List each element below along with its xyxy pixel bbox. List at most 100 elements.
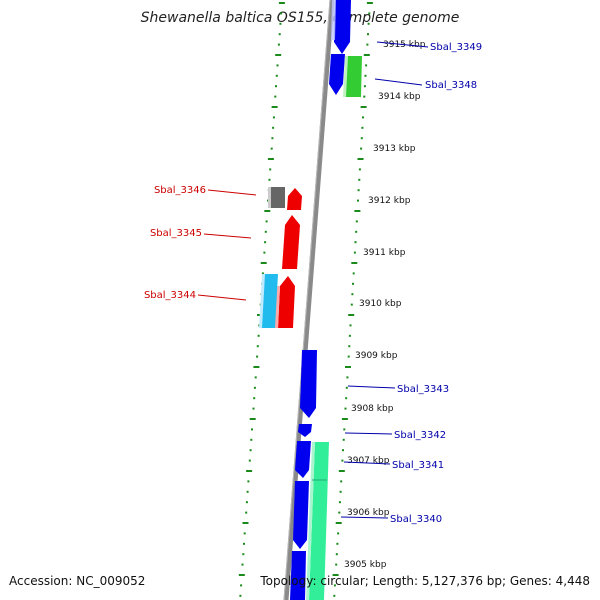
minor-tick: [351, 293, 354, 296]
gene-arrow[interactable]: [300, 350, 317, 418]
minor-tick: [254, 376, 257, 379]
gene-label-sbal-3343[interactable]: Sbal_3343: [397, 384, 449, 395]
minor-tick: [353, 251, 356, 254]
minor-tick: [336, 542, 339, 545]
major-tick: [275, 54, 282, 56]
minor-tick: [270, 147, 273, 150]
gene-label-sbal-3346[interactable]: Sbal_3346: [154, 185, 206, 196]
gene-label-sbal-3348[interactable]: Sbal_3348: [425, 80, 477, 91]
minor-tick: [252, 407, 255, 410]
minor-tick: [341, 459, 344, 462]
minor-tick: [275, 85, 277, 88]
minor-tick: [243, 542, 245, 545]
scale-label-3908: 3908 kbp: [351, 404, 394, 414]
minor-tick: [352, 282, 354, 285]
minor-tick: [360, 147, 363, 150]
scale-label-3910: 3910 kbp: [359, 299, 402, 309]
gene-arrow[interactable]: [329, 54, 345, 95]
genome-backbone: [283, 0, 335, 600]
right-tick-track: [332, 2, 373, 597]
gene-block[interactable]: [343, 56, 348, 97]
minor-tick: [342, 449, 344, 452]
minor-tick: [261, 272, 264, 275]
minor-tick: [343, 428, 346, 431]
major-tick: [246, 470, 253, 472]
gene-arrow[interactable]: [290, 551, 306, 600]
gene-block[interactable]: [270, 187, 285, 208]
minor-tick: [363, 85, 366, 88]
minor-tick: [338, 501, 341, 504]
minor-tick: [345, 386, 348, 389]
minor-tick: [248, 459, 251, 462]
major-tick: [363, 54, 370, 56]
minor-tick: [264, 230, 267, 233]
gene-block[interactable]: [345, 56, 362, 97]
major-tick: [360, 106, 367, 108]
minor-tick: [350, 303, 353, 306]
minor-tick: [271, 137, 274, 140]
scale-label-3909: 3909 kbp: [355, 351, 398, 361]
minor-tick: [348, 345, 351, 348]
left-gene-labels: Sbal_3346 Sbal_3345 Sbal_3344: [144, 185, 257, 301]
minor-tick: [357, 189, 360, 192]
minor-tick: [352, 272, 355, 275]
minor-tick: [242, 553, 245, 556]
gene-arrow[interactable]: [278, 276, 295, 328]
major-tick: [354, 210, 361, 212]
minor-tick: [279, 22, 282, 25]
gene-arrow[interactable]: [334, 0, 351, 54]
minor-tick: [263, 251, 266, 254]
minor-tick: [246, 490, 249, 493]
major-tick: [357, 158, 364, 160]
minor-tick: [363, 95, 366, 98]
minor-tick: [335, 563, 338, 566]
minor-tick: [264, 241, 267, 244]
gene-arrow[interactable]: [331, 0, 336, 40]
minor-tick: [239, 594, 242, 597]
minor-tick: [280, 12, 283, 15]
gene-arrow[interactable]: [295, 441, 311, 478]
minor-tick: [366, 43, 369, 46]
minor-tick: [360, 137, 363, 140]
minor-tick: [333, 594, 336, 597]
minor-tick: [349, 324, 352, 327]
major-tick: [242, 522, 249, 524]
gene-label-sbal-3349[interactable]: Sbal_3349: [430, 42, 482, 53]
major-tick: [335, 522, 342, 524]
scale-label-3905: 3905 kbp: [344, 560, 387, 570]
minor-tick: [269, 168, 272, 171]
scale-label-3907: 3907 kbp: [347, 456, 390, 466]
minor-tick: [333, 584, 336, 587]
minor-tick: [347, 355, 350, 358]
gene-label-sbal-3341[interactable]: Sbal_3341: [392, 460, 444, 471]
minor-tick: [355, 230, 358, 233]
scale-label-3914: 3914 kbp: [378, 92, 421, 102]
minor-tick: [348, 334, 351, 337]
gene-arrow[interactable]: [293, 481, 309, 549]
major-tick: [260, 262, 267, 264]
gene-label-sbal-3342[interactable]: Sbal_3342: [394, 430, 446, 441]
gene-arrow[interactable]: [282, 215, 300, 269]
major-tick: [351, 262, 358, 264]
gene-block[interactable]: [306, 442, 315, 600]
accession-text: Accession: NC_009052: [9, 574, 146, 588]
gene-arrow[interactable]: [298, 424, 312, 437]
minor-tick: [367, 22, 370, 25]
gene-label-sbal-3340[interactable]: Sbal_3340: [390, 514, 442, 525]
minor-tick: [278, 33, 281, 36]
minor-tick: [241, 563, 244, 566]
minor-tick: [361, 126, 364, 129]
minor-tick: [256, 355, 259, 358]
minor-tick: [367, 33, 369, 36]
gene-block[interactable]: [309, 442, 329, 600]
gene-block[interactable]: [261, 274, 278, 328]
major-tick: [238, 574, 245, 576]
right-gene-track: [290, 0, 362, 600]
gene-arrow[interactable]: [287, 188, 302, 210]
minor-tick: [344, 407, 347, 410]
minor-tick: [362, 116, 364, 119]
minor-tick: [265, 220, 268, 223]
gene-label-sbal-3345[interactable]: Sbal_3345: [150, 228, 202, 239]
gene-label-sbal-3344[interactable]: Sbal_3344: [144, 290, 196, 301]
